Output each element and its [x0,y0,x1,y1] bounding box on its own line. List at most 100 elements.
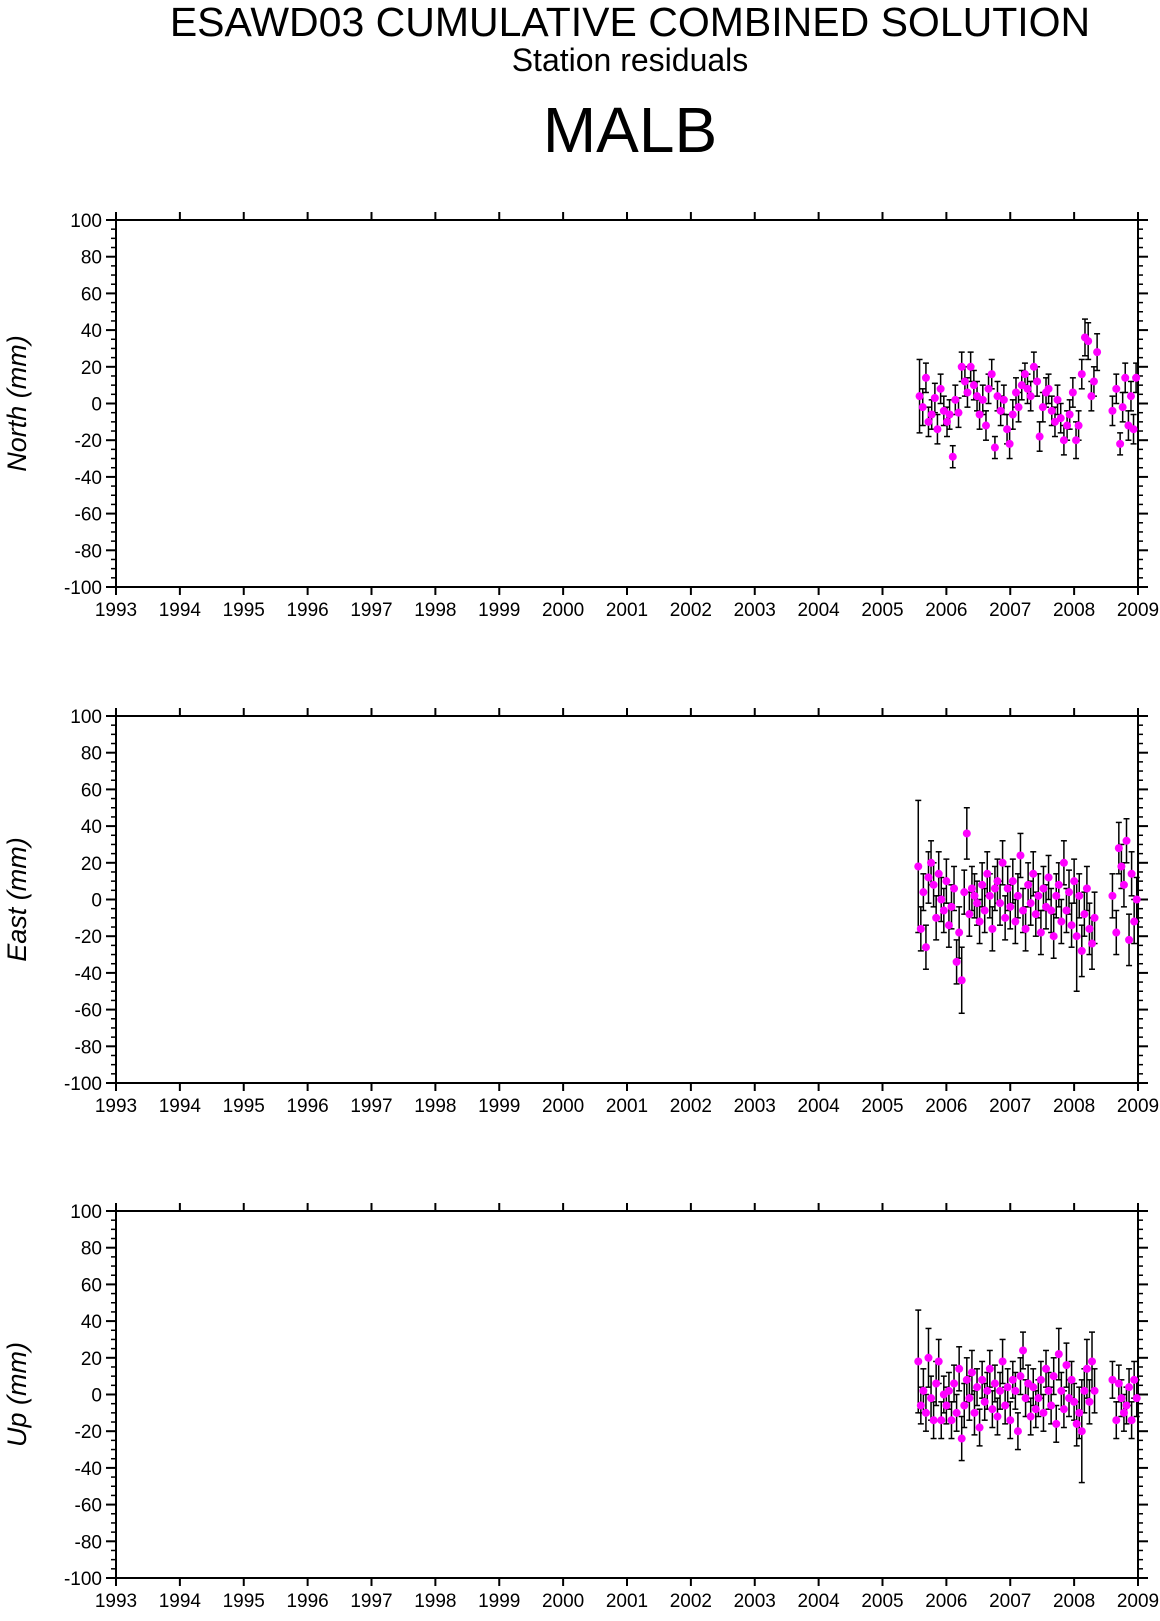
y-tick-label: 0 [91,891,102,912]
y-axis-label: North (mm) [2,335,32,472]
data-point [1125,1383,1134,1392]
data-point [1117,1394,1126,1403]
data-point [1085,924,1094,933]
data-point [1077,1427,1086,1436]
data-point [1026,1412,1035,1421]
data-point [1029,1383,1038,1392]
data-point [1127,869,1136,878]
data-point [1050,417,1059,426]
data-point [978,1375,987,1384]
data-point [1122,1401,1131,1410]
x-tick-label: 2002 [670,1096,712,1117]
data-point [1001,1401,1010,1410]
data-point [939,906,948,915]
data-point [943,417,952,426]
data-point [916,1401,925,1410]
data-point [962,829,971,838]
panel-2: 1993 1994 1995 1996 1997 1998 1999 2000 2001 2002… [2,707,1159,1117]
data-point [957,1434,966,1443]
y-tick-label: 60 [81,1275,102,1296]
data-point [1089,377,1098,386]
data-point [1052,891,1061,900]
data-point [966,362,975,371]
data-point [1070,877,1079,886]
x-tick-label: 2008 [1053,1591,1095,1612]
chart-subtitle: Station residuals [511,42,749,78]
x-tick-label: 2007 [989,1591,1031,1612]
data-point [1132,1394,1141,1403]
data-point [1088,939,1097,948]
data-point [1126,392,1135,401]
data-point [1084,337,1093,346]
data-point [914,862,923,871]
data-point [998,858,1007,867]
data-point [970,891,979,900]
data-point [945,410,954,419]
data-point [1039,884,1048,893]
data-point [1072,436,1081,445]
data-point [1054,880,1063,889]
x-tick-label: 2000 [542,600,584,621]
x-tick-label: 2003 [734,600,776,621]
data-point [952,957,961,966]
data-point [1008,1375,1017,1384]
data-point [1013,891,1022,900]
y-tick-label: 40 [81,321,102,342]
y-tick-label: 60 [81,780,102,801]
data-point [1122,836,1131,845]
data-point [1036,1375,1045,1384]
x-tick-label: 1996 [286,600,328,621]
data-point [1114,844,1123,853]
data-point [999,395,1008,404]
x-tick-label: 2009 [1117,1591,1159,1612]
x-tick-label: 2007 [989,1096,1031,1117]
x-tick-label: 1993 [95,1096,137,1117]
y-tick-label: -60 [75,505,102,526]
y-tick-label: 0 [91,1386,102,1407]
data-point [1108,1375,1117,1384]
data-point [1056,414,1065,423]
x-tick-label: 1995 [223,1591,265,1612]
data-point [1001,913,1010,922]
y-tick-label: 20 [81,1349,102,1370]
data-point [1044,873,1053,882]
data-point [937,895,946,904]
data-point [918,403,927,412]
data-point [975,917,984,926]
data-point [983,869,992,878]
data-point [1112,928,1121,937]
data-point [1132,895,1141,904]
data-point [1075,891,1084,900]
data-point [1082,884,1091,893]
data-point [1019,1346,1028,1355]
y-tick-label: 80 [81,744,102,765]
data-point [957,362,966,371]
data-point [1112,1416,1121,1425]
data-point [1052,1419,1061,1428]
data-point [960,1401,969,1410]
x-tick-label: 1994 [159,1591,202,1612]
data-point [1090,1386,1099,1395]
y-tick-label: 80 [81,248,102,269]
x-tick-label: 2002 [670,1591,712,1612]
data-point [947,902,956,911]
x-tick-label: 2002 [670,600,712,621]
x-tick-label: 2004 [797,1591,840,1612]
data-point [1067,921,1076,930]
data-point [1121,373,1130,382]
data-point [932,913,941,922]
data-point [965,1394,974,1403]
data-point [993,877,1002,886]
data-point [993,392,1002,401]
data-point [955,928,964,937]
data-point [921,943,930,952]
y-tick-label: 100 [70,211,102,232]
data-point [1118,403,1127,412]
data-point [988,1405,997,1414]
data-point [1072,1419,1081,1428]
data-point [919,1386,928,1395]
data-point [927,410,936,419]
data-point [930,393,939,402]
data-point [936,384,945,393]
data-point [1029,362,1038,371]
